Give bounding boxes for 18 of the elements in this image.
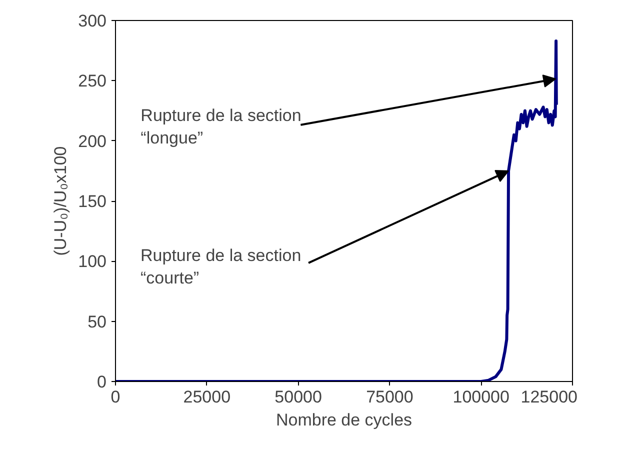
- x-tick-label: 75000: [366, 388, 414, 406]
- line-series: [116, 39, 558, 382]
- y-tick-label: 100: [78, 252, 107, 272]
- x-tick-label: 125000: [520, 388, 578, 406]
- annotation: Rupture de la section “longue”: [140, 106, 302, 148]
- y-tick-label: 0: [97, 372, 107, 392]
- x-axis-title: Nombre de cycles: [276, 410, 412, 430]
- y-tick-label: 250: [78, 72, 107, 91]
- y-tick-label: 300: [78, 12, 107, 30]
- y-tick-label: 200: [78, 132, 107, 151]
- y-tick-label: 150: [78, 192, 107, 211]
- x-tick-label: 0: [110, 388, 120, 406]
- x-tick-label: 25000: [183, 388, 231, 406]
- annotation: Rupture de la section “courte”: [140, 246, 302, 288]
- y-axis-title: (U-U₀)/U₀x100: [51, 146, 70, 256]
- x-tick-label: 100000: [452, 388, 510, 406]
- x-tick-label: 50000: [274, 388, 322, 406]
- y-tick-label: 50: [88, 312, 107, 332]
